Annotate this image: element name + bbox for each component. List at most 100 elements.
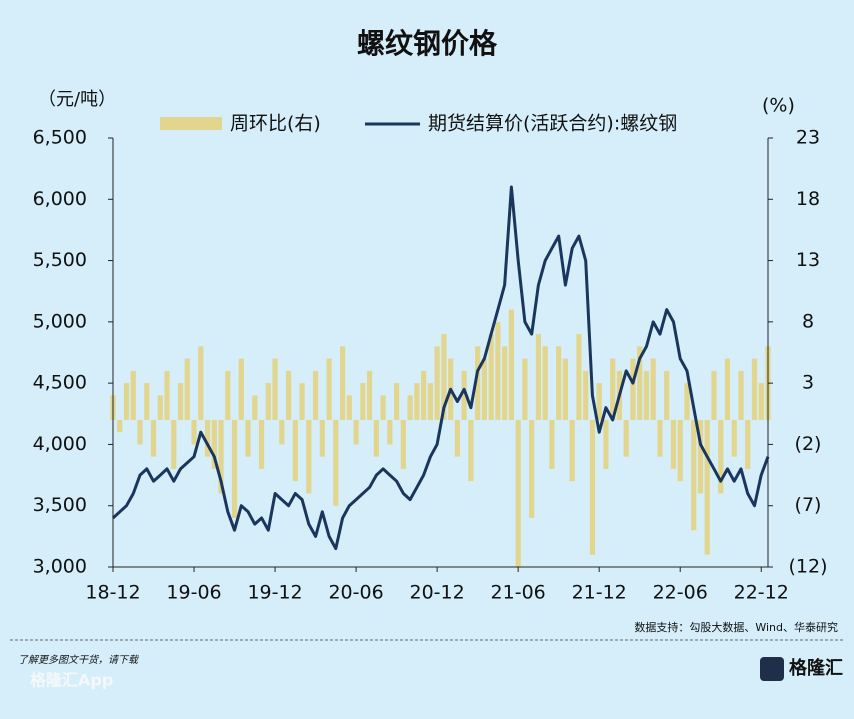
bar [137, 419, 143, 445]
bar [231, 419, 238, 518]
bar [130, 370, 136, 420]
bar [258, 419, 265, 469]
y2-tick-label: (7) [795, 494, 822, 516]
x-tick-label: 21-12 [572, 582, 627, 604]
bar [184, 358, 190, 420]
bar [279, 419, 285, 445]
bar [751, 358, 758, 420]
bar [596, 383, 602, 420]
bar [150, 419, 157, 457]
bar [502, 346, 508, 420]
bar [177, 383, 184, 420]
y-tick-label: 4,000 [33, 433, 87, 455]
bar [346, 395, 352, 420]
bar [711, 370, 717, 420]
bar [265, 383, 271, 420]
x-tick-label: 20-12 [410, 582, 465, 604]
bar [488, 334, 494, 420]
bar [292, 419, 298, 482]
bar [252, 395, 258, 420]
chart-title: 螺纹钢价格 [357, 27, 498, 60]
bar [427, 383, 433, 420]
bar [225, 370, 231, 420]
logo: 格隆汇 [789, 657, 843, 679]
footer-note: 了解更多图文干货，请下载 [18, 654, 140, 666]
x-tick-label: 22-12 [734, 582, 789, 604]
bar [522, 358, 528, 420]
bar [657, 419, 663, 457]
bar [198, 346, 204, 420]
y-tick-label: 6,500 [33, 127, 87, 149]
bar [481, 358, 487, 420]
bar [724, 358, 731, 420]
bar [569, 419, 575, 482]
bar [380, 395, 386, 420]
bar [691, 419, 697, 531]
bar [610, 358, 616, 420]
bar [589, 419, 596, 555]
bar [583, 370, 589, 420]
bar [495, 321, 501, 420]
bar [508, 309, 515, 420]
bar [204, 419, 211, 457]
y2-tick-label: (12) [788, 556, 827, 578]
bar [718, 419, 724, 494]
bar [360, 383, 366, 420]
bar [515, 419, 521, 567]
bar [394, 383, 400, 420]
bar [333, 419, 339, 506]
bar [144, 383, 150, 420]
bar [366, 370, 373, 420]
bar [677, 419, 683, 482]
y-tick-label: 3,000 [33, 556, 87, 578]
source: 数据支持：勾股大数据、Wind、华泰研究 [634, 620, 838, 634]
bar [414, 383, 420, 420]
y2-tick-label: 23 [796, 127, 820, 149]
x-tick-label: 21-06 [491, 582, 546, 604]
price-line [111, 185, 770, 551]
bar [562, 358, 569, 420]
bar [434, 346, 440, 420]
bar [637, 346, 643, 420]
y2-tick-label: 13 [796, 249, 820, 271]
bar [299, 383, 305, 420]
bar [684, 383, 690, 420]
bar [556, 346, 562, 420]
x-tick-label: 19-12 [247, 582, 302, 604]
bar [704, 419, 710, 555]
bar [697, 419, 704, 494]
bar [117, 419, 123, 433]
y2-tick-label: 3 [802, 372, 814, 394]
bar [373, 419, 379, 457]
y2-tick-label: (2) [795, 433, 822, 455]
bar [650, 358, 656, 420]
bar [542, 346, 548, 420]
y-tick-label: 3,500 [33, 494, 87, 516]
bar [576, 334, 582, 420]
bar [312, 370, 319, 420]
bar [211, 419, 217, 469]
bar [461, 370, 467, 420]
bar [171, 419, 177, 469]
bar [745, 419, 751, 469]
bar [475, 346, 481, 420]
bar [326, 358, 332, 420]
footer-app: 格隆汇App [30, 671, 113, 690]
y2-axis-unit: (%) [762, 95, 795, 117]
bar [670, 419, 677, 469]
bar [245, 419, 251, 457]
bar [758, 383, 764, 420]
x-tick-label: 18-12 [85, 582, 140, 604]
bar [454, 419, 460, 457]
bar [319, 419, 325, 457]
x-tick-label: 20-06 [328, 582, 383, 604]
x-tick-label: 19-06 [166, 582, 221, 604]
bar [157, 395, 163, 420]
bar [123, 383, 130, 420]
bar [164, 370, 170, 420]
y-axis-unit: （元/吨） [38, 89, 116, 110]
bar [643, 370, 650, 420]
y-tick-label: 5,000 [33, 310, 87, 332]
bar [441, 334, 447, 420]
